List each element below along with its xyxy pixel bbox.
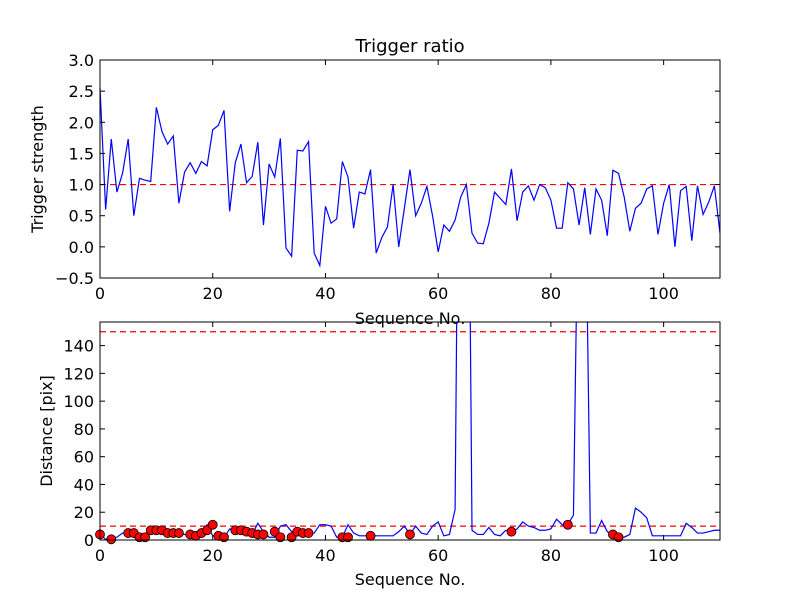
bottom-ytick-label: 140 bbox=[63, 337, 94, 356]
top-xtick-label: 100 bbox=[648, 284, 679, 303]
bottom-ytick-label: 0 bbox=[84, 531, 94, 550]
bottom-ytick-label: 40 bbox=[74, 475, 94, 494]
top-ytick-label: 0.5 bbox=[69, 207, 94, 226]
top-xtick-label: 0 bbox=[95, 284, 105, 303]
top-series-line bbox=[99, 88, 721, 268]
top-xtick-label: 20 bbox=[203, 284, 223, 303]
bottom-ytick-label: 20 bbox=[74, 503, 94, 522]
bottom-data-marker bbox=[343, 532, 353, 543]
bottom-xtick-label: 20 bbox=[203, 546, 223, 565]
top-xtick-label: 40 bbox=[315, 284, 335, 303]
top-xtick-label: 80 bbox=[541, 284, 561, 303]
top-ytick-label: 3.0 bbox=[69, 51, 94, 70]
top-xtick-label: 60 bbox=[428, 284, 448, 303]
bottom-xtick-label: 100 bbox=[648, 546, 679, 565]
bottom-xtick-label: 80 bbox=[541, 546, 561, 565]
top-ytick-label: 1.5 bbox=[69, 144, 94, 163]
bottom-x-axis-label: Sequence No. bbox=[355, 570, 466, 589]
top-ytick-label: 2.5 bbox=[69, 82, 94, 101]
top-ytick-label: 0.0 bbox=[69, 238, 94, 257]
bottom-ytick-label: 100 bbox=[63, 392, 94, 411]
bottom-data-marker bbox=[613, 532, 624, 543]
bottom-data-marker bbox=[506, 526, 517, 537]
top-ytick-label: 1.0 bbox=[69, 176, 94, 195]
top-ytick-label: −0.5 bbox=[55, 269, 94, 288]
top-ytick-label: 2.0 bbox=[69, 113, 94, 132]
bottom-xtick-label: 60 bbox=[428, 546, 448, 565]
bottom-ytick-label: 80 bbox=[74, 420, 94, 439]
bottom-data-marker bbox=[106, 534, 117, 545]
top-y-axis-label: Trigger strength bbox=[28, 105, 47, 234]
bottom-data-marker bbox=[303, 528, 314, 538]
top-chart: Trigger ratio 0 20 40 60 80 100 −0.5 0.0 0.5 1.0… bbox=[28, 36, 721, 328]
bottom-xtick-label: 40 bbox=[315, 546, 335, 565]
top-plot-frame bbox=[99, 59, 721, 279]
top-chart-title: Trigger ratio bbox=[354, 36, 464, 57]
bottom-data-marker bbox=[219, 532, 229, 543]
bottom-chart: 0 20 40 60 80 100 0 20 40 60 80 100 120 140 Sequence… bbox=[37, 321, 721, 589]
bottom-data-marker bbox=[275, 532, 286, 543]
bottom-data-marker bbox=[140, 532, 150, 543]
bottom-plot-frame bbox=[99, 321, 721, 541]
top-x-axis-label: Sequence No. bbox=[355, 309, 466, 328]
bottom-data-marker bbox=[365, 530, 376, 541]
bottom-data-marker bbox=[258, 529, 269, 540]
bottom-series-line bbox=[100, 322, 720, 540]
bottom-ytick-label: 60 bbox=[74, 448, 94, 467]
bottom-data-marker bbox=[562, 519, 573, 530]
bottom-data-marker bbox=[174, 528, 184, 538]
bottom-ytick-label: 120 bbox=[63, 364, 94, 383]
bottom-xtick-label: 0 bbox=[95, 546, 105, 565]
bottom-data-marker bbox=[405, 529, 415, 540]
bottom-data-marker bbox=[207, 519, 218, 530]
bottom-y-axis-label: Distance [pix] bbox=[37, 375, 56, 487]
